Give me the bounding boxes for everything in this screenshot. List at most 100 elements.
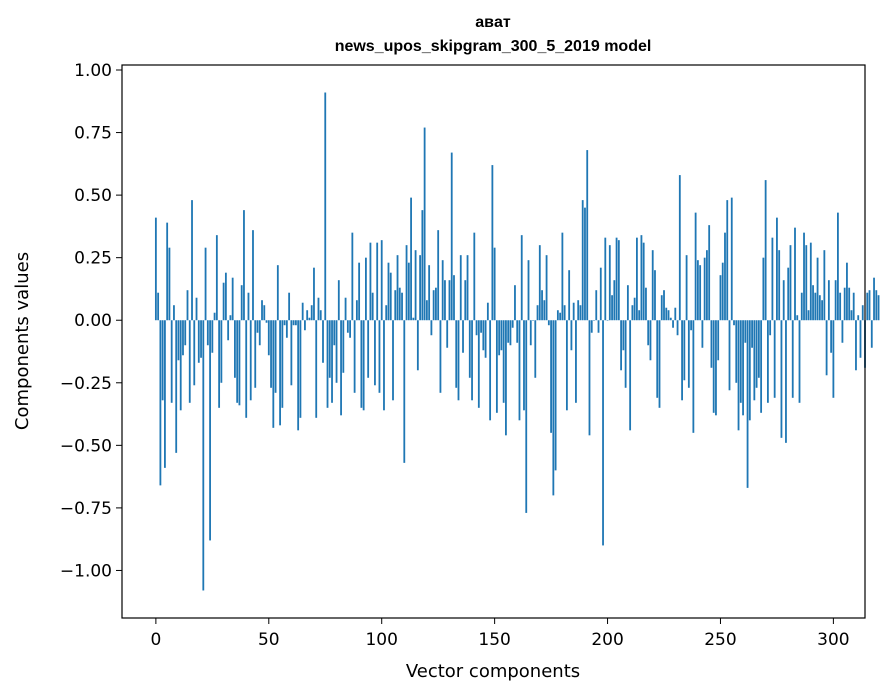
bar [394,290,397,321]
bar [213,312,216,321]
bar [281,320,284,408]
bar [599,267,602,321]
bar [536,305,539,321]
bar [796,315,799,321]
bar [383,320,385,411]
bar [647,320,650,346]
bar [428,265,431,321]
bar [748,320,751,421]
x-tick-label: 150 [478,630,510,650]
bar [376,242,379,321]
bar [392,320,394,401]
bar [412,317,415,321]
bar [243,210,245,321]
bar [617,240,620,321]
bar [773,320,776,398]
bar [859,320,862,358]
bar [660,295,663,321]
bar [791,320,794,398]
bar [559,312,562,321]
bar [708,225,711,321]
bar [328,320,331,378]
bar [825,320,828,376]
bar [687,320,690,388]
bar [631,305,634,321]
bar [374,320,376,386]
bar [471,320,473,401]
bar [423,127,426,321]
bar [805,245,808,321]
bar [355,300,358,321]
bar [545,255,548,321]
bar [369,242,372,321]
bar [694,212,697,321]
bar [850,310,853,321]
bar [832,320,835,398]
bar [177,320,180,361]
bar [678,175,681,321]
bar [173,305,175,321]
bar [839,292,842,321]
bar [464,280,467,321]
bar [584,207,586,321]
bar [676,320,679,336]
bar [663,290,665,321]
bar [444,280,446,321]
bar [276,265,279,321]
bar [529,320,532,346]
bar [159,320,162,486]
bar [193,320,196,386]
bar [800,292,803,321]
bar [798,320,801,403]
bar [514,285,516,321]
bar [581,200,584,321]
bar [852,292,855,321]
bar [782,280,785,321]
bar [455,320,458,388]
bar [378,320,381,393]
bar [353,320,356,393]
bar [462,320,464,353]
bar [753,320,756,401]
bar [206,320,209,346]
bar [674,307,677,321]
bar [794,227,796,321]
bar [477,320,480,408]
bar [500,320,503,351]
bar [299,320,302,418]
bar [703,257,706,321]
bar [595,290,598,321]
chart-title-line1: авaт [475,14,511,31]
bar [511,320,514,328]
bar [324,92,327,321]
bar [358,262,361,321]
bar [875,290,878,321]
bar [712,320,715,413]
bar [615,237,618,321]
bar [593,320,595,321]
bar [313,267,315,321]
bar [279,320,281,426]
bar [778,250,781,321]
bar [538,245,541,321]
bar [468,320,471,378]
bar [597,320,600,333]
bar [757,320,760,378]
bar [518,320,521,421]
bar [532,320,534,321]
bar [186,290,189,321]
y-tick-label: −0.50 [60,436,112,456]
bar [724,232,726,321]
bar [179,320,182,411]
y-tick-label: 0.25 [74,249,112,269]
bar [200,320,202,358]
y-tick-label: −0.25 [60,374,112,394]
bar [787,267,790,321]
bar [344,297,347,321]
bar [685,255,688,321]
bar [331,320,333,403]
bar [534,320,537,378]
bar [202,320,205,591]
x-tick-label: 200 [591,630,623,650]
bar [270,320,272,388]
